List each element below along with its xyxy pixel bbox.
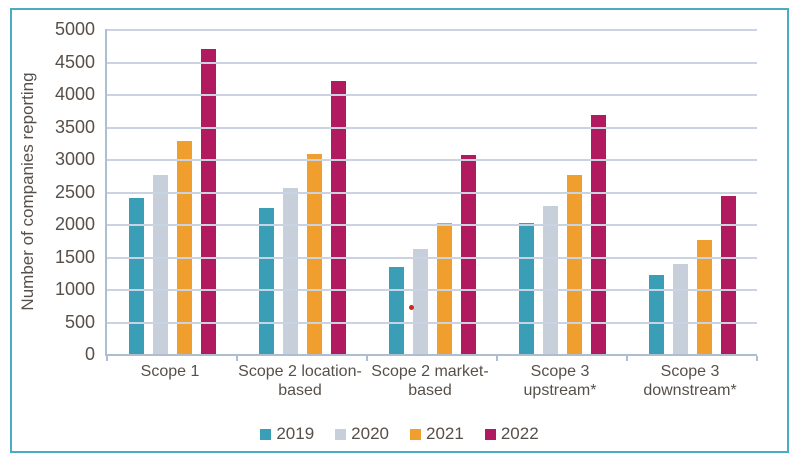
gridline: [107, 224, 757, 226]
axis-tick: [496, 356, 498, 361]
axis-tick: [756, 356, 758, 361]
legend-label: 2020: [351, 424, 389, 443]
legend-swatch: [484, 428, 496, 440]
gridline: [107, 289, 757, 291]
gridline: [107, 94, 757, 96]
y-tick-label: 4500: [54, 51, 95, 72]
bar-groups: [107, 29, 757, 354]
y-tick-label: 3000: [54, 149, 95, 169]
axis-tick: [626, 356, 628, 361]
gridline: [107, 159, 757, 161]
bar-2022: [590, 115, 606, 354]
x-category-label: Scope 3 downstream*: [643, 363, 737, 400]
y-tick-label: 500: [64, 311, 95, 332]
gridline: [107, 256, 757, 259]
bar-group: [497, 29, 627, 354]
y-tick-label: 2500: [54, 181, 95, 202]
bar-2019: [128, 198, 144, 354]
y-tick-label: 1500: [54, 246, 95, 267]
bar-2020: [282, 187, 298, 354]
axis-tick: [106, 356, 108, 361]
y-tick-label: 3500: [54, 116, 95, 137]
y-tick-label: 5000: [54, 19, 95, 39]
legend-label: 2019: [276, 424, 315, 443]
bar-2020: [412, 248, 428, 354]
gridline: [107, 29, 757, 31]
bar-2021: [436, 222, 452, 354]
plot-area: [105, 29, 758, 361]
legend-swatch: [410, 428, 421, 440]
legend-item-2022: 2022: [484, 424, 539, 444]
x-category-label: Scope 1: [140, 363, 200, 380]
legend: 2019 2020 2021 2022: [12, 424, 787, 444]
y-tick-label: 1000: [54, 279, 95, 299]
bar-2019: [648, 274, 664, 354]
y-tick-label: 2000: [54, 214, 95, 234]
axis-tick: [366, 356, 368, 361]
bar-2022: [200, 48, 216, 354]
chart-panel: Number of companies reporting 5000 4500 40…: [10, 8, 789, 453]
x-category-label: Scope 2 market- based: [371, 363, 489, 400]
bar-2019: [518, 223, 534, 354]
x-axis-labels: Scope 1 Scope 2 location- based Scope 2 ma…: [105, 362, 755, 400]
bar-2022: [720, 196, 736, 354]
bar-group: [627, 29, 757, 354]
legend-swatch: [260, 428, 272, 440]
legend-swatch: [335, 428, 347, 440]
y-tick-label: 0: [84, 344, 95, 364]
bar-2019: [258, 207, 274, 354]
gridline: [107, 126, 757, 129]
bar-group: [367, 29, 497, 354]
legend-label: 2022: [500, 424, 539, 443]
bar-2021: [306, 154, 322, 354]
y-axis: 5000 4500 4000 3500 3000 2500 2000 1500 1000 500 0: [12, 10, 95, 451]
legend-item-2020: 2020: [335, 424, 389, 444]
bar-2022: [330, 81, 346, 354]
bar-2020: [152, 175, 168, 354]
bar-2019: [388, 266, 404, 354]
y-tick-label: 4000: [54, 84, 95, 104]
bar-2020: [542, 205, 558, 354]
bar-group: [237, 29, 367, 354]
x-category-label: Scope 3 upstream*: [523, 363, 597, 400]
bar-group: [107, 29, 237, 354]
stray-red-dot: [409, 304, 415, 310]
x-category-label: Scope 2 location- based: [238, 363, 362, 400]
gridline: [107, 61, 757, 64]
legend-item-2019: 2019: [260, 424, 314, 444]
bar-2021: [566, 175, 582, 354]
bar-2021: [176, 141, 192, 354]
gridline: [107, 321, 757, 324]
legend-label: 2021: [426, 424, 464, 443]
bar-2020: [672, 263, 688, 354]
legend-item-2021: 2021: [410, 424, 464, 444]
gridline: [107, 191, 757, 194]
bar-2021: [696, 240, 712, 354]
bar-2022: [460, 155, 476, 354]
axis-tick: [236, 356, 238, 361]
